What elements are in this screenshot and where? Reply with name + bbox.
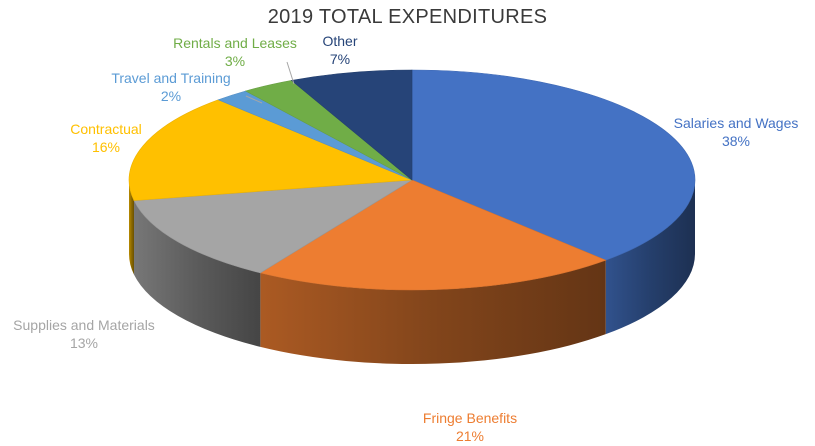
pie-slice-other — [290, 69, 413, 181]
slice-label-other: Other — [322, 33, 357, 49]
slice-label-supplies-and-materials: Supplies and Materials — [13, 317, 155, 333]
slice-percent-supplies-and-materials: 13% — [70, 335, 98, 351]
pie-wall-salaries-and-wages — [605, 180, 695, 335]
slice-label-rentals-and-leases: Rentals and Leases — [173, 35, 297, 51]
pie-slice-contractual — [128, 99, 413, 201]
slice-label-contractual: Contractual — [70, 121, 142, 137]
pie-top — [128, 69, 696, 291]
pie-slice-fringe-benefits — [259, 179, 607, 291]
pie-labels: Salaries and Wages 38% Fringe Benefits 21% S… — [13, 33, 798, 444]
slice-percent-contractual: 16% — [92, 139, 120, 155]
leader-line-travel — [245, 95, 263, 104]
pie-wall-fringe-benefits — [260, 260, 606, 364]
slice-percent-travel-and-training: 2% — [161, 88, 181, 104]
pie-slice-supplies-and-materials — [133, 179, 413, 274]
slice-percent-other: 7% — [330, 51, 350, 67]
slice-percent-fringe-benefits: 21% — [456, 428, 484, 444]
slice-label-travel-and-training: Travel and Training — [111, 70, 230, 86]
slice-label-salaries-and-wages: Salaries and Wages — [674, 115, 799, 131]
slice-percent-salaries-and-wages: 38% — [722, 133, 750, 149]
pie-walls — [129, 180, 695, 364]
slice-percent-rentals-and-leases: 3% — [225, 53, 245, 69]
pie-wall-contractual — [129, 180, 135, 275]
leader-line-rentals — [286, 61, 295, 85]
pie-wall-supplies-and-materials — [134, 200, 261, 347]
chart-title: 2019 TOTAL EXPENDITURES — [267, 6, 548, 28]
slice-label-fringe-benefits: Fringe Benefits — [423, 410, 517, 426]
pie-slice-salaries-and-wages — [411, 69, 696, 261]
